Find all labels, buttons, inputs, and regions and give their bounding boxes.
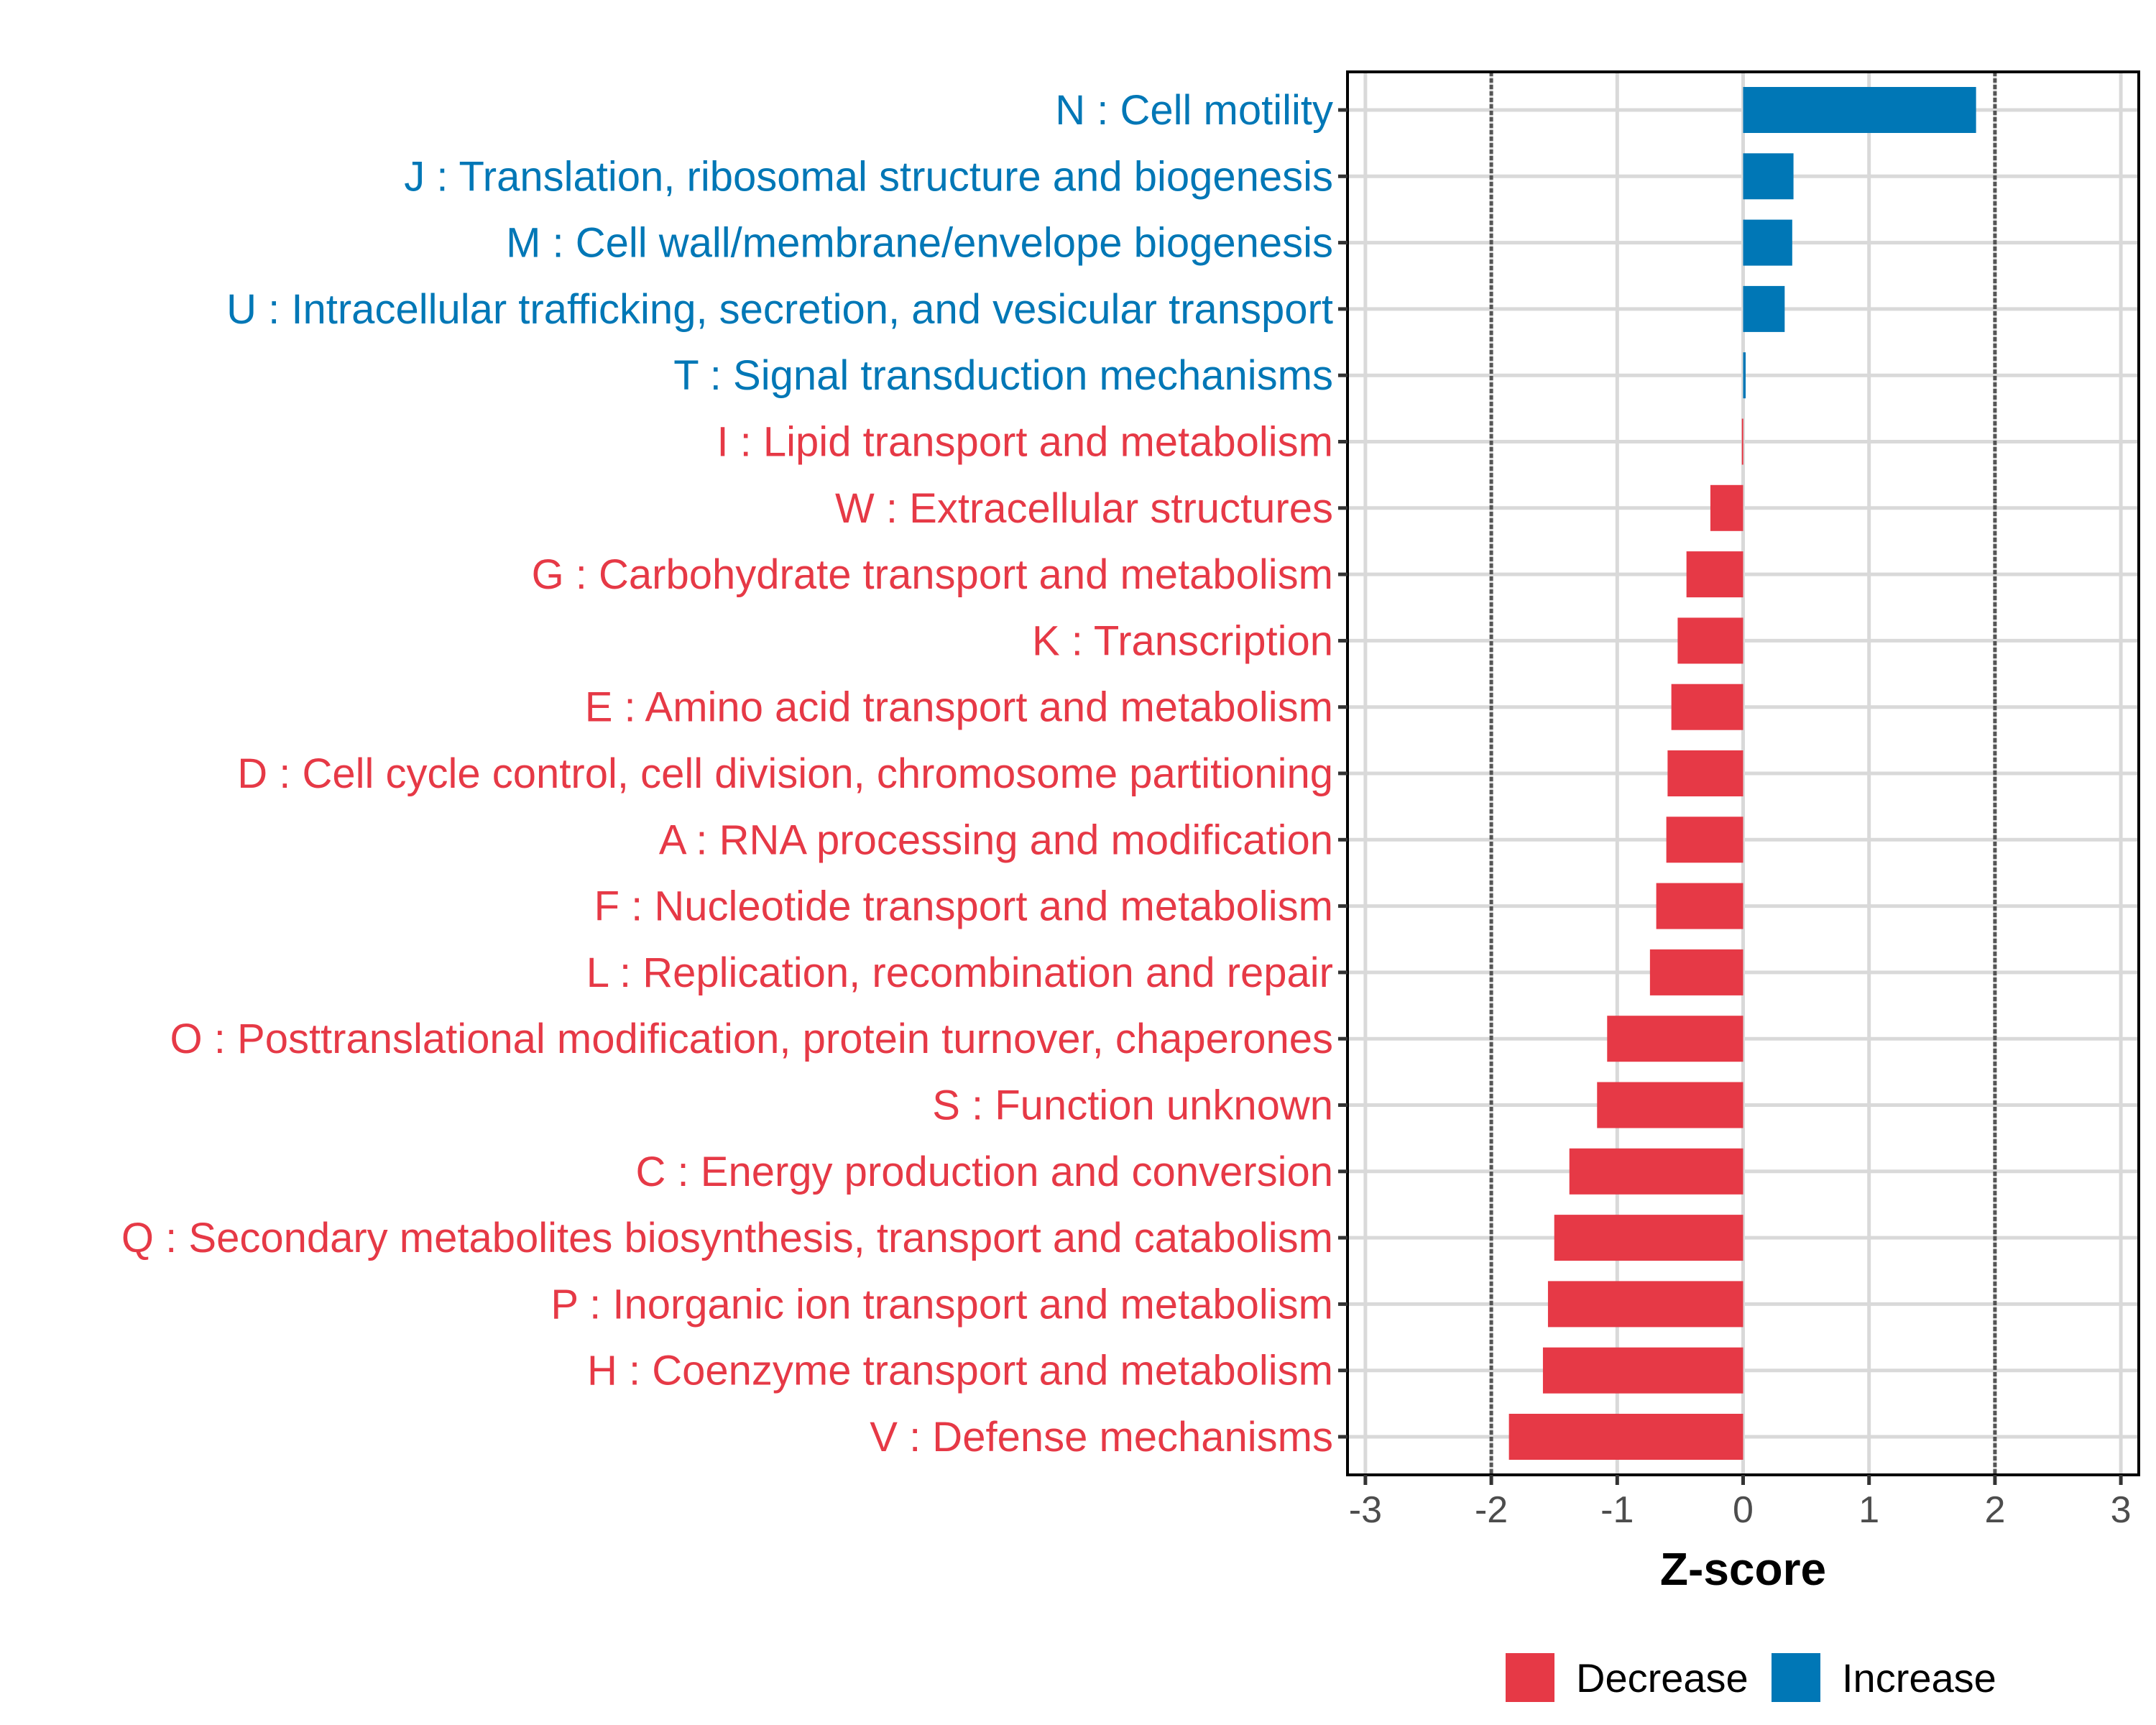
bar [1743, 153, 1794, 200]
x-tick-label: -2 [1475, 1489, 1508, 1531]
bar [1710, 484, 1743, 531]
bar [1508, 1414, 1743, 1460]
x-axis-title: Z-score [1660, 1543, 1826, 1595]
y-tick-label: J : Translation, ribosomal structure and… [404, 153, 1333, 200]
y-tick-label: A : RNA processing and modification [659, 816, 1333, 863]
y-tick-label: N : Cell motility [1055, 87, 1333, 134]
bar [1677, 617, 1743, 664]
bar [1569, 1148, 1743, 1195]
y-tick-label: Q : Secondary metabolites biosynthesis, … [121, 1215, 1333, 1261]
bar [1743, 219, 1792, 266]
y-tick-label: W : Extracellular structures [835, 485, 1333, 532]
legend-swatch-increase [1772, 1653, 1820, 1702]
legend-swatch-decrease [1506, 1653, 1554, 1702]
y-tick-label: H : Coenzyme transport and metabolism [587, 1348, 1333, 1394]
x-tick-label: 1 [1858, 1489, 1879, 1531]
bar [1649, 949, 1743, 995]
x-axis: -3 -2 -1 0 1 2 3 [1349, 1475, 2132, 1531]
y-tick-label: G : Carbohydrate transport and metabolis… [532, 551, 1333, 598]
bar [1542, 1347, 1743, 1394]
x-tick-label: 2 [1984, 1489, 2005, 1531]
bar [1671, 684, 1743, 730]
y-tick-label: M : Cell wall/membrane/envelope biogenes… [506, 220, 1333, 267]
bar [1743, 285, 1785, 332]
y-tick-label: V : Defense mechanisms [870, 1414, 1333, 1460]
x-tick-label: 0 [1733, 1489, 1754, 1531]
bar [1547, 1281, 1743, 1328]
bar [1667, 750, 1743, 796]
bar [1607, 1016, 1743, 1062]
y-axis: N : Cell motility J : Translation, riboso… [121, 87, 1348, 1460]
bars-layer [1508, 87, 1976, 1460]
x-tick-label: -1 [1600, 1489, 1634, 1531]
y-tick-label: U : Intracellular trafficking, secretion… [226, 286, 1333, 333]
bar [1666, 816, 1743, 863]
y-tick-label: E : Amino acid transport and metabolism [585, 684, 1333, 731]
y-tick-label: O : Posttranslational modification, prot… [170, 1016, 1333, 1062]
x-tick-label: -3 [1349, 1489, 1382, 1531]
y-tick-label: F : Nucleotide transport and metabolism [594, 883, 1333, 930]
bar [1743, 352, 1746, 399]
y-tick-label: K : Transcription [1032, 617, 1333, 664]
legend: Decrease Increase [1506, 1653, 1996, 1702]
y-tick-label: S : Function unknown [932, 1082, 1333, 1129]
reference-lines [1489, 72, 1997, 1475]
bar [1656, 883, 1743, 929]
bar [1741, 418, 1743, 465]
y-tick-label: D : Cell cycle control, cell division, c… [237, 750, 1333, 797]
y-tick-label: T : Signal transduction mechanisms [673, 352, 1333, 399]
legend-label-decrease: Decrease [1576, 1655, 1749, 1701]
bar [1686, 551, 1743, 598]
bar [1554, 1215, 1743, 1261]
y-tick-label: L : Replication, recombination and repai… [586, 949, 1333, 996]
y-tick-label: P : Inorganic ion transport and metaboli… [550, 1281, 1333, 1328]
x-tick-label: 3 [2111, 1489, 2132, 1531]
bar [1597, 1082, 1743, 1128]
y-tick-label: C : Energy production and conversion [636, 1149, 1333, 1195]
legend-label-increase: Increase [1842, 1655, 1996, 1701]
bar [1743, 87, 1976, 133]
y-tick-label: I : Lipid transport and metabolism [717, 419, 1333, 466]
